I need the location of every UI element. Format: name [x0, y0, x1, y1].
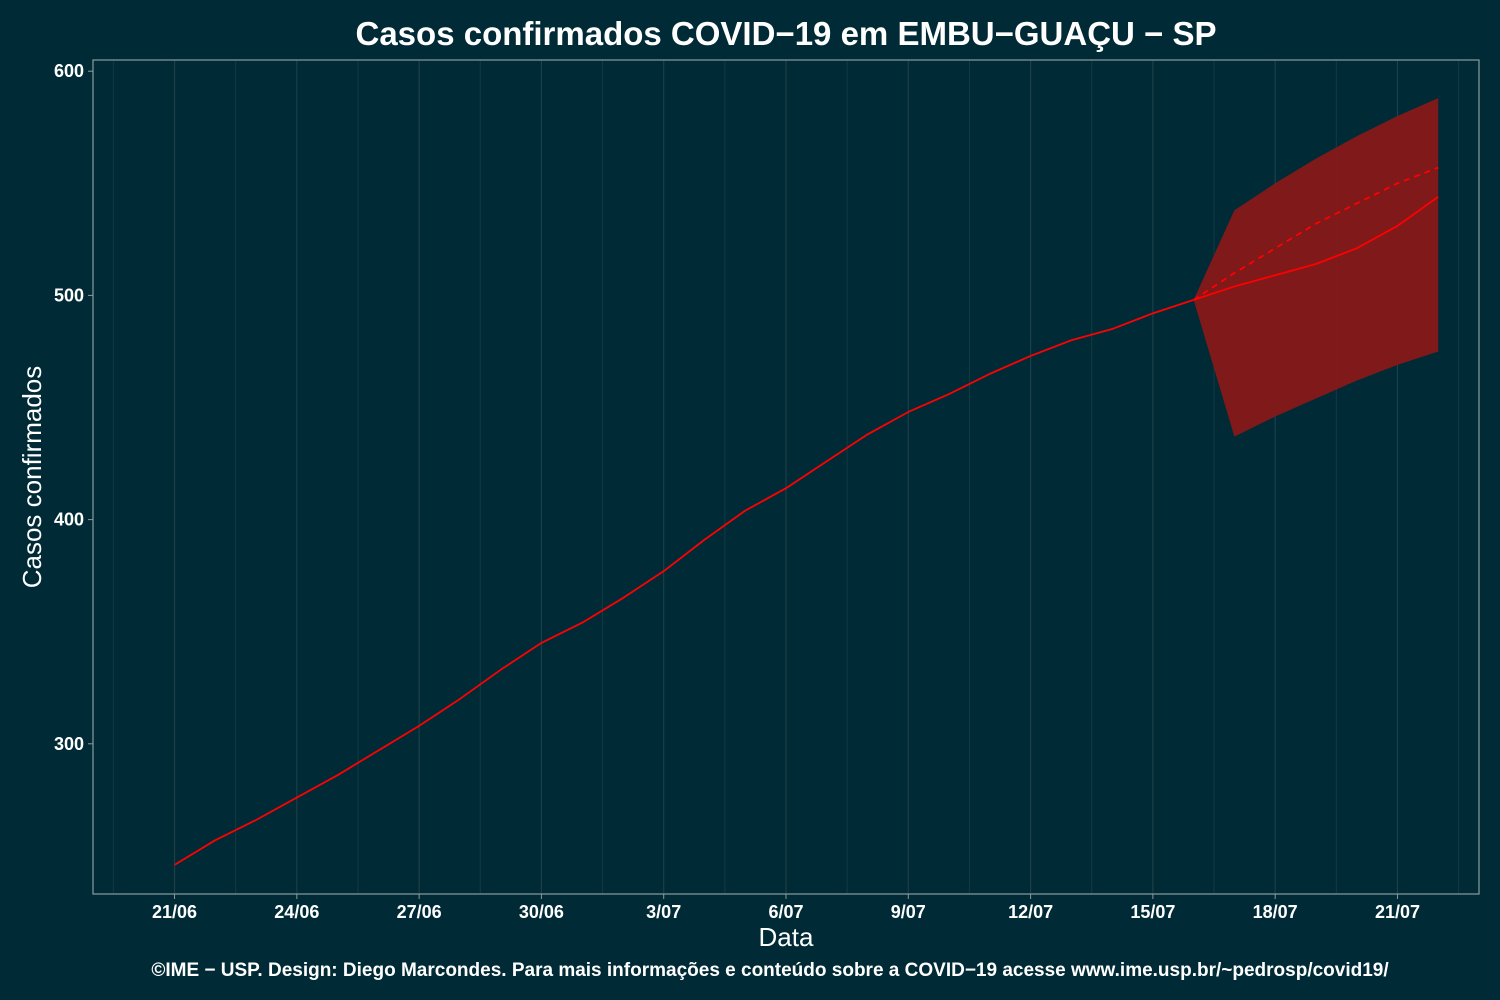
- y-tick-label: 300: [54, 734, 84, 754]
- footer-credit: ©IME − USP. Design: Diego Marcondes. Par…: [151, 960, 1389, 981]
- x-tick-label: 3/07: [646, 902, 681, 922]
- x-tick-label: 27/06: [397, 902, 442, 922]
- x-tick-label: 24/06: [274, 902, 319, 922]
- chart-title: Casos confirmados COVID−19 em EMBU−GUAÇU…: [356, 15, 1217, 52]
- x-tick-label: 15/07: [1130, 902, 1175, 922]
- confidence-band: [1193, 98, 1439, 437]
- y-axis-ticks: 300 400 500 600: [54, 61, 93, 754]
- y-axis-title: Casos confirmados: [17, 366, 47, 589]
- series-line-dashed: [1193, 166, 1439, 301]
- x-axis-title: Data: [759, 922, 814, 952]
- x-tick-label: 21/07: [1375, 902, 1420, 922]
- x-tick-label: 12/07: [1008, 902, 1053, 922]
- x-axis-ticks: 21/06 24/06 27/06 30/06 3/07 6/07 9/07 12/07 15/…: [152, 894, 1420, 922]
- x-tick-label: 9/07: [891, 902, 926, 922]
- series-line-solid: [1193, 196, 1439, 301]
- x-tick-label: 30/06: [519, 902, 564, 922]
- y-tick-label: 500: [54, 285, 84, 305]
- series-line-solid: [174, 299, 1194, 866]
- x-tick-label: 18/07: [1253, 902, 1298, 922]
- grid: [112, 60, 1460, 894]
- y-tick-label: 400: [54, 510, 84, 530]
- prediction-band-area: [1193, 98, 1439, 437]
- series-lines: [174, 166, 1439, 866]
- x-tick-label: 6/07: [768, 902, 803, 922]
- y-tick-label: 600: [54, 61, 84, 81]
- x-tick-label: 21/06: [152, 902, 197, 922]
